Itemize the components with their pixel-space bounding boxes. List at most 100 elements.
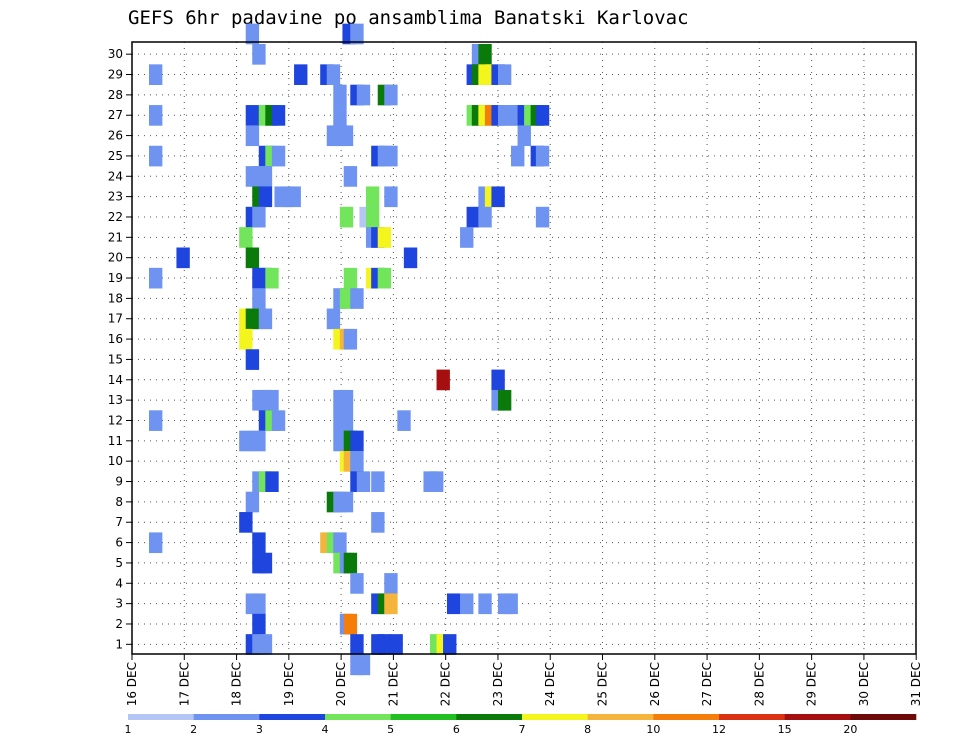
precip-cell xyxy=(287,186,301,208)
x-tick-label: 24 DEC xyxy=(543,662,557,706)
legend-swatch xyxy=(784,714,851,720)
precip-cell xyxy=(377,267,392,289)
x-tick-label: 17 DEC xyxy=(177,662,191,706)
y-tick-label: 23 xyxy=(108,190,123,204)
precip-cell xyxy=(245,491,260,513)
precip-cell xyxy=(148,145,163,167)
legend-label: 12 xyxy=(712,723,726,736)
precip-cell xyxy=(478,206,492,228)
precip-cell xyxy=(245,125,260,147)
legend-label: 10 xyxy=(646,723,660,736)
precip-cell xyxy=(252,613,266,635)
precip-cell xyxy=(271,105,286,126)
x-axis-ticks: 16 DEC 17 DEC 18 DEC 19 DEC 20 DEC 21 DEC 22 D… xyxy=(125,654,923,706)
legend-swatch xyxy=(456,714,523,720)
precip-cell xyxy=(339,410,354,431)
chart-title: GEFS 6hr padavine po ansamblima Banatski… xyxy=(128,7,689,29)
precip-cell xyxy=(377,634,392,655)
legend-swatch xyxy=(522,714,588,720)
legend-label: 1 xyxy=(125,723,132,736)
legend-swatch xyxy=(587,714,654,720)
x-tick-label: 16 DEC xyxy=(125,662,139,706)
precip-cell xyxy=(365,206,380,228)
legend-swatch xyxy=(719,714,785,720)
precip-cell xyxy=(384,573,398,594)
precip-cell xyxy=(271,145,286,167)
precip-cell xyxy=(258,634,273,655)
precip-cell xyxy=(356,471,371,492)
precip-cell xyxy=(478,44,492,65)
legend-swatch xyxy=(653,714,720,720)
precip-cell xyxy=(148,64,163,85)
precip-cell xyxy=(239,430,253,452)
legend-swatch xyxy=(850,714,917,720)
precip-cell xyxy=(384,84,398,106)
precip-cell xyxy=(245,23,260,45)
x-tick-label: 30 DEC xyxy=(857,662,871,706)
precip-cell xyxy=(497,64,512,85)
precip-cell xyxy=(350,288,364,309)
precip-cell xyxy=(343,267,358,289)
precip-cell xyxy=(497,389,512,411)
precip-cell xyxy=(446,593,461,615)
y-tick-label: 19 xyxy=(108,271,123,285)
x-tick-label: 18 DEC xyxy=(230,662,244,706)
x-tick-label: 26 DEC xyxy=(648,662,662,706)
precip-cell xyxy=(239,328,253,350)
y-tick-label: 4 xyxy=(115,576,123,590)
precip-cell xyxy=(252,206,266,228)
precip-cell xyxy=(239,512,253,533)
precip-cell xyxy=(397,410,411,431)
precip-cell xyxy=(245,105,260,126)
legend-swatch xyxy=(193,714,260,720)
precip-cell xyxy=(148,410,163,431)
y-tick-label: 3 xyxy=(115,597,123,611)
precip-cell xyxy=(343,613,358,635)
legend-swatch xyxy=(390,714,457,720)
y-tick-label: 21 xyxy=(108,230,123,244)
legend-label: 8 xyxy=(584,723,591,736)
y-tick-label: 5 xyxy=(115,556,123,570)
precip-cell xyxy=(384,593,398,615)
legend-label: 3 xyxy=(256,723,263,736)
y-tick-label: 27 xyxy=(108,108,123,122)
precip-cell xyxy=(252,44,266,65)
precip-cell xyxy=(504,593,518,615)
y-tick-label: 17 xyxy=(108,312,123,326)
precip-cell xyxy=(252,288,266,309)
precip-cell xyxy=(333,430,347,452)
precip-cell xyxy=(326,64,341,85)
grid-lines xyxy=(132,42,916,654)
precip-cell xyxy=(339,389,354,411)
precip-cell xyxy=(389,634,403,655)
x-tick-label: 20 DEC xyxy=(334,662,348,706)
x-tick-label: 22 DEC xyxy=(439,662,453,706)
y-tick-label: 24 xyxy=(108,169,123,183)
color-legend: 1 2 3 4 5 6 7 8 10 12 15 20 xyxy=(125,714,917,736)
y-tick-label: 22 xyxy=(108,210,123,224)
precip-cell xyxy=(460,227,474,248)
x-tick-label: 21 DEC xyxy=(386,662,400,706)
precip-cell xyxy=(265,267,279,289)
y-tick-label: 16 xyxy=(108,332,123,346)
plot-frame xyxy=(131,41,917,655)
x-tick-label: 28 DEC xyxy=(752,662,766,706)
y-tick-label: 28 xyxy=(108,88,123,102)
x-tick-label: 27 DEC xyxy=(700,662,714,706)
precip-cell xyxy=(517,125,531,147)
precip-cell xyxy=(339,125,354,147)
precip-cell xyxy=(365,186,380,208)
legend-swatch xyxy=(325,714,391,720)
y-tick-label: 6 xyxy=(115,536,123,550)
legend-label: 15 xyxy=(778,723,792,736)
y-axis-ticks: 1234567891011121314151617181920212223242… xyxy=(108,47,132,651)
y-tick-label: 13 xyxy=(108,393,123,407)
precip-cell xyxy=(371,471,385,492)
legend-label: 7 xyxy=(519,723,526,736)
precip-cell xyxy=(350,573,364,594)
legend-label: 20 xyxy=(843,723,857,736)
x-tick-label: 29 DEC xyxy=(805,662,819,706)
precip-cell xyxy=(252,532,266,554)
precip-cell xyxy=(339,491,354,513)
